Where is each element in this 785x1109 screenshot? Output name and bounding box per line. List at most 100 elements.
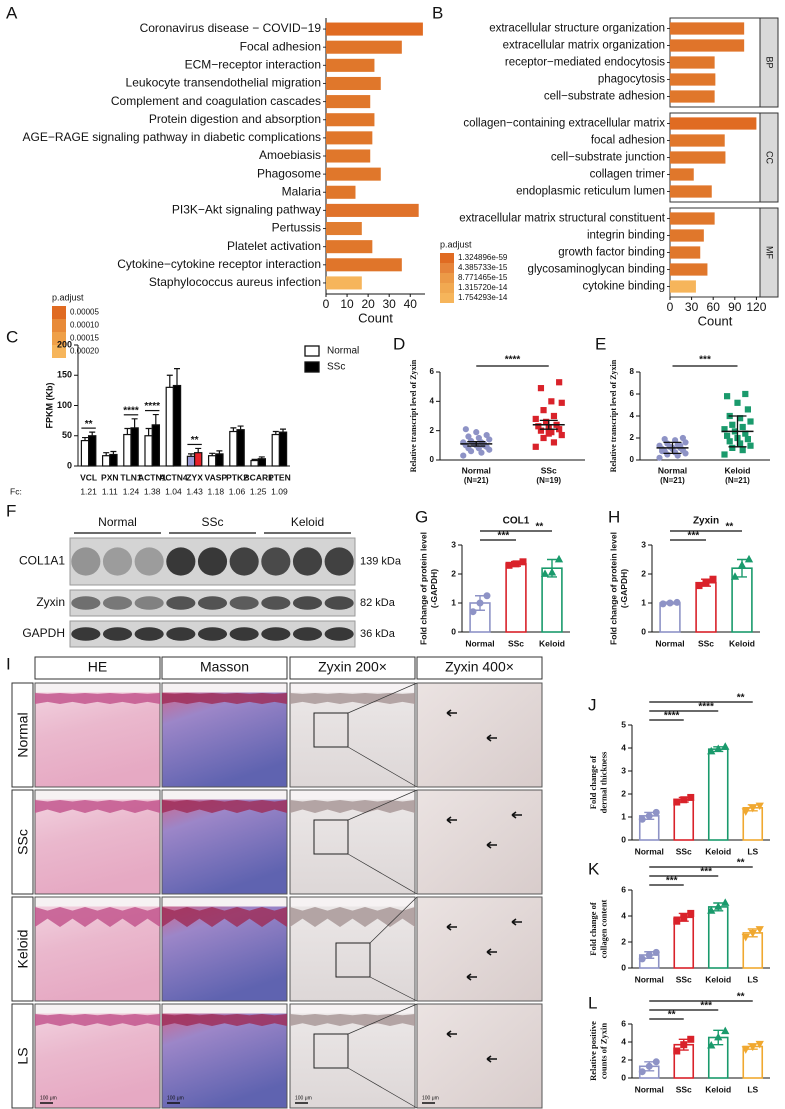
legend-swatch: [440, 293, 454, 303]
bar: [670, 246, 701, 259]
category-label: Platelet activation: [227, 239, 321, 253]
significance-label: **: [668, 1010, 676, 1021]
slide-background: [35, 897, 160, 907]
category-label: extracellular matrix structural constitu…: [459, 213, 666, 225]
x-tick-label: Normal: [465, 638, 494, 648]
data-point: [558, 399, 565, 406]
x-tick-label: SSc: [698, 638, 714, 648]
blot-band: [292, 627, 323, 641]
y-tick-label: 4: [621, 742, 626, 752]
y-axis-label: Fold change of: [588, 902, 598, 956]
data-point: [721, 898, 730, 906]
x-tick-label: 90: [728, 300, 742, 314]
x-tick-label: BCAR1: [244, 472, 274, 482]
significance-label: ****: [144, 401, 160, 412]
data-point: [465, 433, 472, 440]
row-label: Normal: [15, 712, 31, 757]
epidermis: [290, 800, 415, 813]
legend-swatch: [440, 273, 454, 283]
row-header-box: [11, 896, 34, 1002]
x-tick-label: PTK2: [226, 472, 248, 482]
x-tick-label: LS: [747, 1084, 758, 1094]
error-bar: [258, 456, 265, 459]
bar: [250, 459, 259, 467]
bar: [326, 22, 423, 36]
category-label: Complement and coagulation cascades: [111, 94, 321, 108]
bar: [670, 22, 745, 35]
y-tick-label: 6: [630, 389, 635, 398]
blot-band: [134, 547, 164, 576]
slide-background: [162, 897, 287, 907]
bar: [271, 433, 280, 467]
error-bar: [145, 427, 152, 436]
error-bar: [89, 431, 96, 436]
x-tick-label: ZYX: [186, 472, 203, 482]
slide-background: [290, 790, 415, 800]
data-point: [707, 1040, 716, 1049]
fold-change-label: Fc:: [10, 486, 22, 496]
data-point: [547, 567, 557, 576]
y-axis-label: (-GAPDH): [619, 569, 629, 608]
legend-swatch: [52, 332, 66, 345]
data-point: [748, 930, 757, 938]
blot-band: [261, 627, 291, 641]
y-axis-label: FPKM (Kb): [44, 383, 54, 429]
data-point: [556, 379, 563, 386]
bar: [80, 439, 90, 467]
data-point: [730, 572, 740, 580]
data-point: [462, 426, 469, 433]
data-point: [748, 804, 757, 813]
x-tick-label: Normal: [655, 638, 684, 648]
bar: [130, 427, 139, 467]
category-label: Leukocyte transendothelial migration: [126, 76, 321, 90]
category-label: Cytokine−cytokine receptor interaction: [117, 257, 321, 271]
category-label: Coronavirus disease − COVID−19: [140, 21, 322, 35]
panel-letter: E: [595, 334, 606, 353]
y-tick-label: 4: [430, 396, 435, 405]
legend-swatch: [304, 345, 320, 357]
error-bar: [539, 419, 558, 430]
panel-letter: K: [588, 859, 600, 878]
y-tick-label: 2: [451, 568, 456, 578]
data-point: [724, 432, 731, 439]
significance-label: **: [737, 693, 745, 704]
category-label: Malaria: [282, 184, 322, 198]
bar: [326, 95, 371, 109]
blot-band: [229, 596, 259, 610]
category-label: PI3K−Akt signaling pathway: [172, 203, 321, 217]
significance-label: ***: [700, 1001, 712, 1012]
y-axis-label: Relative transcript level of Zyxin: [409, 359, 418, 472]
y-tick-label: 0: [621, 1072, 626, 1082]
significance-label: **: [726, 522, 734, 533]
y-axis-label: Relative positive: [588, 1021, 598, 1081]
size-label: 82 kDa: [360, 597, 396, 609]
facet-label: MF: [765, 246, 775, 259]
bar: [165, 386, 175, 467]
x-tick-label: VCL: [80, 472, 97, 482]
category-label: collagen trimer: [590, 169, 666, 181]
data-point: [673, 917, 681, 925]
y-tick-label: 200: [57, 339, 72, 349]
y-tick-label: 1: [641, 597, 646, 607]
x-tick-label: SSc: [676, 974, 692, 984]
epidermis: [35, 907, 160, 927]
y-tick-label: 2: [430, 426, 435, 435]
data-point: [476, 599, 484, 607]
group-label: Keloid: [291, 515, 324, 529]
bar: [278, 431, 288, 467]
zoom-line: [369, 896, 418, 944]
column-header: HE: [88, 659, 107, 675]
slide-background: [290, 1004, 415, 1014]
legend-label: Normal: [327, 346, 359, 357]
bar: [87, 435, 97, 467]
row-label: COL1A1: [19, 554, 65, 568]
data-point: [483, 592, 491, 600]
data-point: [702, 579, 710, 587]
bar: [670, 90, 715, 103]
panel-letter: D: [393, 334, 405, 353]
y-tick-label: 150: [57, 370, 72, 380]
x-tick-label: ACTN4: [159, 472, 188, 482]
data-point: [742, 390, 749, 398]
chart-title: COL1: [503, 516, 530, 527]
data-point: [695, 582, 703, 590]
